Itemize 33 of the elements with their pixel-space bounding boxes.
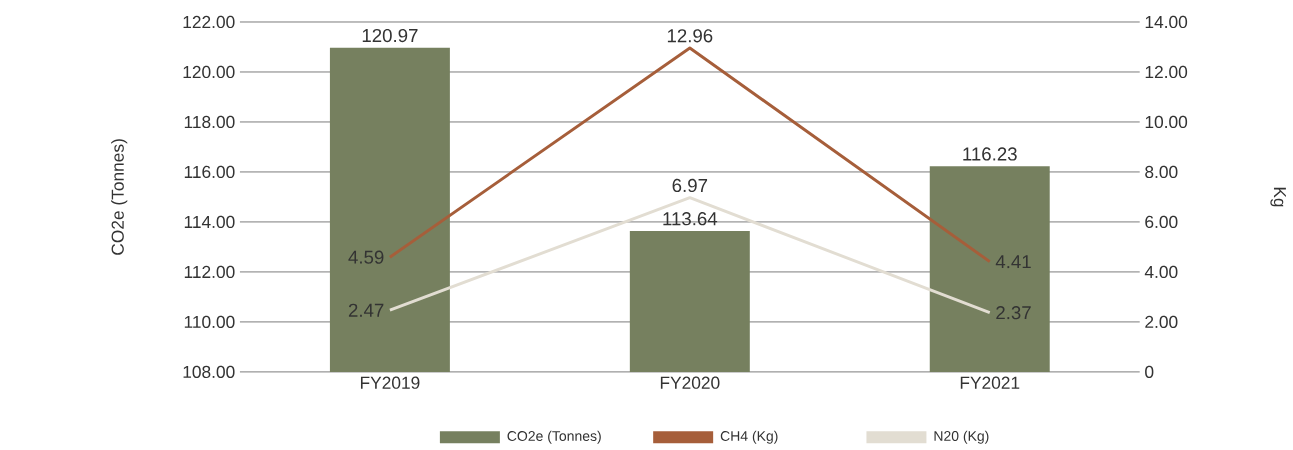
data-label: 12.96 [667,29,713,43]
y2-tick-label: 10.00 [1145,115,1188,129]
y-tick-label: 122.00 [183,15,235,29]
data-label: 2.37 [996,306,1031,320]
y-tick-label: 112.00 [184,265,235,279]
y2-axis-title: Kg [1270,187,1286,207]
y2-tick-label: 14.00 [1145,15,1188,29]
data-label: 4.59 [348,250,384,264]
y-tick-label: 120.00 [183,65,235,79]
y-tick-label: 110.00 [184,315,235,329]
y-tick-label: 116.00 [184,165,235,179]
y-axis-title: CO2e (Tonnes) [111,139,128,255]
data-label: 4.41 [995,255,1031,269]
legend-label: N20 (Kg) [934,430,989,444]
x-tick-label: FY2020 [660,376,720,389]
y2-tick-label: 6.00 [1145,215,1178,229]
x-tick-label: FY2021 [960,376,1020,389]
y2-tick-label: 0 [1145,365,1154,379]
y-tick-label: 118.00 [184,115,235,129]
y-tick-label: 108.00 [183,365,235,379]
y-tick-label: 114.00 [184,215,235,229]
data-label: 2.47 [348,303,384,317]
y2-tick-label: 12.00 [1145,65,1188,79]
data-label: 113.64 [663,212,718,226]
y2-tick-label: 8.00 [1145,165,1178,179]
data-label: 116.23 [963,147,1017,161]
y2-tick-label: 4.00 [1144,265,1178,279]
legend-label: CO2e (Tonnes) [507,430,601,444]
data-label: 120.97 [362,28,418,43]
legend-label: CH4 (Kg) [720,430,778,444]
data-label: 6.97 [672,178,708,193]
x-tick-label: FY2019 [360,376,420,389]
y2-tick-label: 2.00 [1145,315,1178,329]
